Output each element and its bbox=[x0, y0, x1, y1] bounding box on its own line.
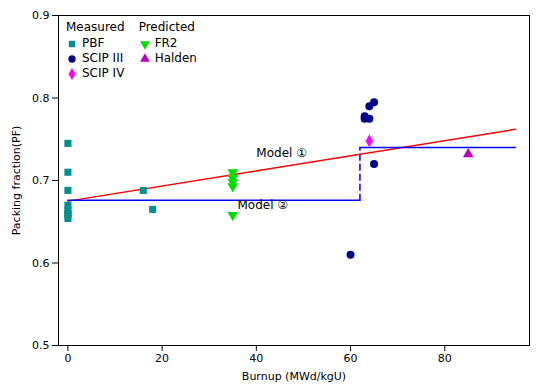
svg-text:0.6: 0.6 bbox=[32, 257, 50, 270]
svg-text:0.5: 0.5 bbox=[32, 339, 50, 352]
svg-text:0.9: 0.9 bbox=[32, 9, 50, 22]
svg-text:40: 40 bbox=[249, 352, 263, 365]
html-text:FR2: FR2 bbox=[154, 36, 178, 50]
svg-text:60: 60 bbox=[344, 352, 358, 365]
svg-text:20: 20 bbox=[155, 352, 169, 365]
svg-text:80: 80 bbox=[438, 352, 452, 365]
svg-text:Model ②: Model ② bbox=[237, 198, 288, 212]
svg-text:0.7: 0.7 bbox=[32, 174, 50, 187]
html-text:PBF: PBF bbox=[82, 36, 105, 50]
svg-text:0.8: 0.8 bbox=[32, 92, 50, 105]
html-text:SCIP IV: SCIP IV bbox=[82, 66, 125, 80]
html-text:Halden: Halden bbox=[154, 51, 197, 65]
html-text:SCIP III: SCIP III bbox=[82, 51, 124, 65]
svg-text:Packing fraction(PF): Packing fraction(PF) bbox=[10, 126, 23, 236]
html-text:Predicted: Predicted bbox=[138, 20, 195, 34]
svg-text:Burnup (MWd/kgU): Burnup (MWd/kgU) bbox=[242, 370, 346, 383]
html-text:Measured: Measured bbox=[66, 20, 125, 34]
svg-text:0: 0 bbox=[64, 352, 71, 365]
svg-text:Model ①: Model ① bbox=[256, 146, 307, 160]
